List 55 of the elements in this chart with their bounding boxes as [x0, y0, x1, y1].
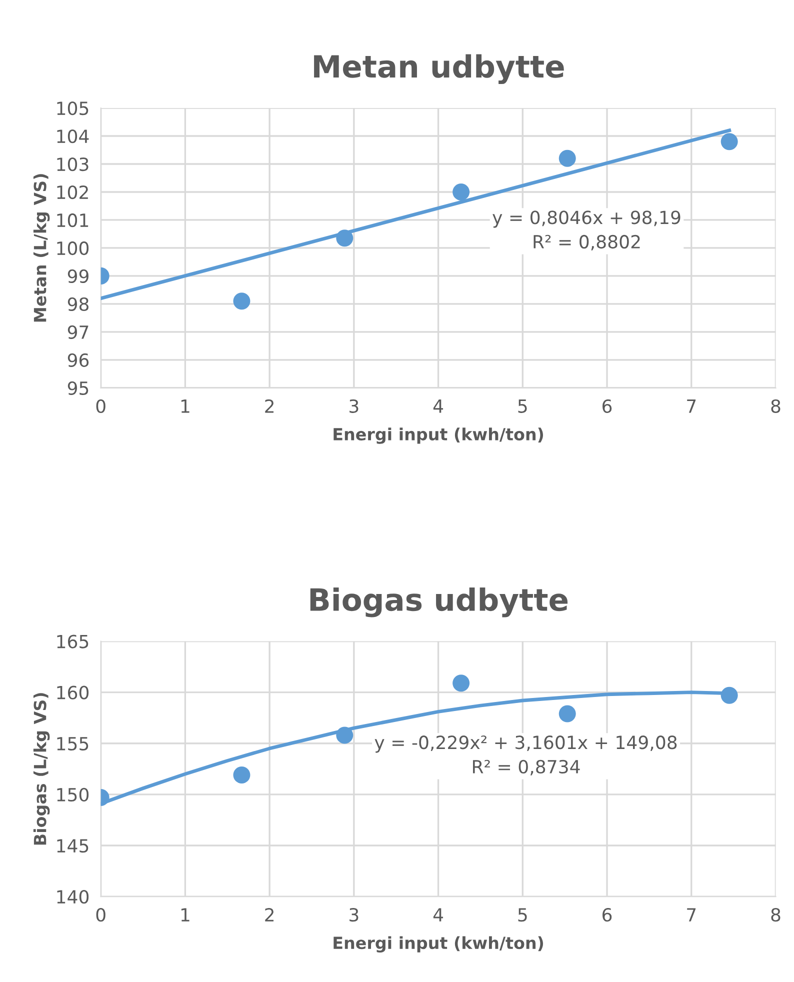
y-tick-label: 105	[57, 101, 88, 116]
x-tick-label: 0	[96, 908, 106, 922]
y-axis-title: Metan (L/kg VS)	[33, 174, 50, 322]
y-tick-label: 95	[68, 381, 88, 396]
point	[558, 705, 576, 722]
x-tick-label: 2	[265, 908, 274, 922]
y-tick-label: 97	[68, 325, 88, 340]
y-tick-label: 96	[68, 353, 89, 368]
point	[233, 292, 250, 310]
y-axis-title: Biogas (L/kg VS)	[33, 693, 50, 845]
point	[452, 183, 470, 200]
x-tick-label: 7	[687, 908, 696, 922]
x-tick-label: 8	[771, 908, 780, 922]
point	[720, 133, 738, 150]
y-tick-label: 101	[57, 213, 88, 228]
y-tick-label: 102	[57, 185, 88, 200]
y-tick-label: 103	[57, 157, 88, 172]
x-tick-label: 1	[181, 400, 190, 413]
y-tick-label: 145	[57, 839, 88, 853]
point	[558, 150, 576, 167]
y-tick-label: 104	[57, 129, 89, 144]
y-tick-label: 99	[68, 269, 88, 284]
x-tick-label: 3	[350, 399, 358, 413]
x-tick-label: 6	[602, 908, 612, 922]
x-tick-label: 5	[518, 400, 527, 413]
x-tick-label: 6	[602, 399, 612, 413]
chart-title: Metan udbytte	[314, 54, 564, 84]
annotation: R² = 0,8802	[534, 234, 640, 250]
annotation: R² = 0,8734	[473, 760, 580, 776]
x-tick-label: 1	[181, 908, 190, 922]
point	[336, 230, 354, 247]
x-tick-label: 2	[265, 399, 274, 413]
x-tick-label: 4	[433, 400, 444, 413]
point	[336, 726, 354, 744]
y-tick-label: 160	[57, 686, 89, 700]
x-tick-label: 0	[96, 399, 106, 413]
x-axis-title: Energi input (kwh/ton)	[334, 428, 544, 444]
x-tick-label: 4	[433, 908, 444, 922]
x-tick-label: 5	[518, 908, 527, 922]
chart-title: Biogas udbytte	[310, 587, 568, 618]
y-tick-label: 150	[57, 788, 89, 802]
y-tick-label: 155	[57, 737, 88, 750]
annotation: y = -0,229x² + 3,1601x + 149,08	[374, 736, 677, 753]
point	[233, 766, 250, 784]
x-tick-label: 8	[771, 399, 780, 413]
y-tick-label: 140	[57, 890, 89, 904]
point	[720, 686, 738, 704]
point	[452, 674, 470, 692]
x-tick-label: 7	[687, 400, 696, 413]
y-tick-label: 100	[57, 241, 89, 256]
x-axis-title: Energi input (kwh/ton)	[334, 936, 544, 953]
y-tick-label: 165	[57, 634, 88, 648]
annotation: y = 0,8046x + 98,19	[492, 210, 680, 228]
y-tick-label: 98	[68, 297, 88, 312]
x-tick-label: 3	[350, 908, 358, 922]
